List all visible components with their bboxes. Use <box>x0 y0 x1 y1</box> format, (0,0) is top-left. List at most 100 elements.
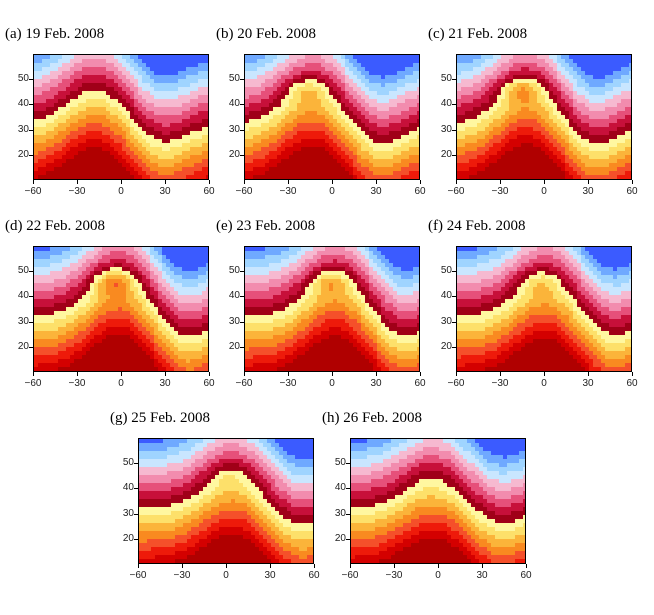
y-tick-mark <box>240 79 244 81</box>
y-tick-label: 30 <box>122 507 134 519</box>
panel-g: (g) 25 Feb. 2008 20 30 40 50 −60 −30 0 30 60 <box>110 410 320 600</box>
y-tick-label: 20 <box>17 340 29 352</box>
y-tick-mark <box>452 296 456 298</box>
y-tick-label: 50 <box>122 457 134 469</box>
y-tick-label: 20 <box>440 148 452 160</box>
panel-title: (d) 22 Feb. 2008 <box>5 218 105 234</box>
y-tick-mark <box>452 79 456 81</box>
panel-c: (c) 21 Feb. 2008 20 30 40 50 −60 −30 0 30 60 <box>428 26 638 216</box>
contour-field <box>34 55 208 179</box>
y-tick-mark <box>29 271 33 273</box>
x-tick-label: −30 <box>491 186 509 197</box>
y-tick-mark <box>452 129 456 131</box>
y-tick-label: 20 <box>228 340 240 352</box>
x-tick-mark <box>544 180 545 184</box>
y-tick-mark <box>452 104 456 106</box>
panel-title: (g) 25 Feb. 2008 <box>110 410 210 426</box>
y-tick-label: 40 <box>228 290 240 302</box>
y-tick-label: 30 <box>334 507 346 519</box>
y-tick-mark <box>134 513 138 515</box>
y-tick-label: 30 <box>228 315 240 327</box>
y-tick-label: 50 <box>228 265 240 277</box>
x-tick-mark <box>33 372 34 376</box>
x-tick-label: 30 <box>159 378 171 389</box>
x-tick-mark <box>632 372 633 376</box>
x-tick-mark <box>420 180 421 184</box>
x-tick-mark <box>500 372 501 376</box>
x-tick-label: 60 <box>520 570 532 581</box>
panel-title: (f) 24 Feb. 2008 <box>428 218 526 234</box>
x-tick-mark <box>288 372 289 376</box>
y-tick-label: 20 <box>334 532 346 544</box>
x-tick-label: −60 <box>235 186 253 197</box>
x-tick-label: −30 <box>173 570 191 581</box>
x-tick-mark <box>332 372 333 376</box>
x-tick-mark <box>314 564 315 568</box>
x-tick-label: 30 <box>582 186 594 197</box>
y-tick-mark <box>29 296 33 298</box>
x-tick-label: 60 <box>626 378 638 389</box>
y-tick-label: 40 <box>228 98 240 110</box>
x-tick-label: 60 <box>414 186 426 197</box>
y-tick-label: 40 <box>440 290 452 302</box>
x-tick-mark <box>182 564 183 568</box>
contour-field <box>351 439 525 563</box>
x-tick-label: −30 <box>68 186 86 197</box>
y-tick-mark <box>29 104 33 106</box>
x-tick-mark <box>500 180 501 184</box>
contour-plot <box>244 246 420 372</box>
x-tick-label: 0 <box>329 186 335 197</box>
y-tick-label: 20 <box>17 148 29 160</box>
y-tick-label: 30 <box>440 123 452 135</box>
x-tick-mark <box>544 372 545 376</box>
x-tick-label: 30 <box>370 378 382 389</box>
y-tick-label: 50 <box>17 265 29 277</box>
y-tick-mark <box>240 321 244 323</box>
x-tick-label: −60 <box>24 186 42 197</box>
x-tick-label: −60 <box>24 378 42 389</box>
contour-plot <box>244 54 420 180</box>
x-tick-mark <box>270 564 271 568</box>
y-tick-mark <box>346 513 350 515</box>
x-tick-label: 60 <box>203 186 215 197</box>
x-tick-mark <box>350 564 351 568</box>
x-tick-label: −60 <box>129 570 147 581</box>
x-tick-label: 0 <box>223 570 229 581</box>
x-tick-mark <box>244 372 245 376</box>
contour-field <box>245 55 419 179</box>
y-tick-mark <box>346 488 350 490</box>
y-tick-label: 40 <box>122 482 134 494</box>
y-tick-mark <box>452 154 456 156</box>
y-tick-mark <box>240 296 244 298</box>
y-tick-mark <box>452 271 456 273</box>
y-tick-mark <box>29 79 33 81</box>
y-tick-label: 20 <box>122 532 134 544</box>
y-tick-mark <box>29 321 33 323</box>
x-tick-label: 30 <box>264 570 276 581</box>
x-tick-label: 30 <box>582 378 594 389</box>
panel-e: (e) 23 Feb. 2008 20 30 40 50 −60 −30 0 30 60 <box>216 218 426 408</box>
y-tick-label: 50 <box>17 73 29 85</box>
x-tick-label: −60 <box>447 378 465 389</box>
y-tick-mark <box>452 346 456 348</box>
x-tick-label: −30 <box>279 186 297 197</box>
y-tick-mark <box>134 488 138 490</box>
x-tick-label: 60 <box>626 186 638 197</box>
x-tick-mark <box>209 180 210 184</box>
y-tick-mark <box>240 154 244 156</box>
y-tick-mark <box>240 129 244 131</box>
contour-plot <box>456 54 632 180</box>
x-tick-mark <box>420 372 421 376</box>
x-tick-mark <box>588 180 589 184</box>
panel-title: (h) 26 Feb. 2008 <box>322 410 422 426</box>
x-tick-mark <box>121 372 122 376</box>
x-tick-mark <box>33 180 34 184</box>
contour-field <box>245 247 419 371</box>
x-tick-label: −30 <box>491 378 509 389</box>
panel-title: (c) 21 Feb. 2008 <box>428 26 528 42</box>
x-tick-mark <box>376 180 377 184</box>
x-tick-mark <box>77 372 78 376</box>
x-tick-label: 0 <box>541 186 547 197</box>
y-tick-label: 40 <box>17 98 29 110</box>
x-tick-label: −60 <box>235 378 253 389</box>
